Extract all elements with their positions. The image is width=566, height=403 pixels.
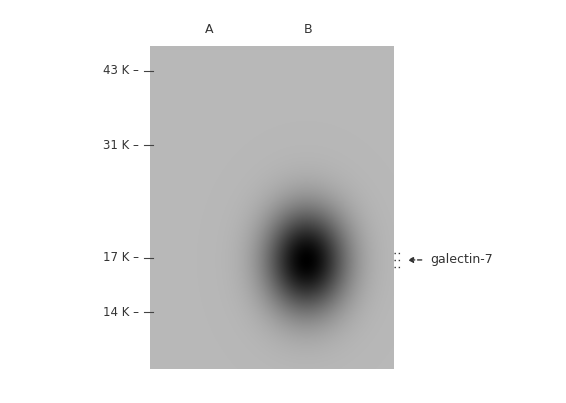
Text: galectin-7: galectin-7 — [430, 253, 493, 266]
Text: A: A — [205, 23, 214, 35]
Text: 14 K –: 14 K – — [102, 306, 139, 319]
Text: 43 K –: 43 K – — [103, 64, 139, 77]
Text: 31 K –: 31 K – — [103, 139, 139, 152]
Bar — [150, 46, 393, 369]
Text: B: B — [304, 23, 313, 35]
Text: 17 K –: 17 K – — [102, 251, 139, 264]
